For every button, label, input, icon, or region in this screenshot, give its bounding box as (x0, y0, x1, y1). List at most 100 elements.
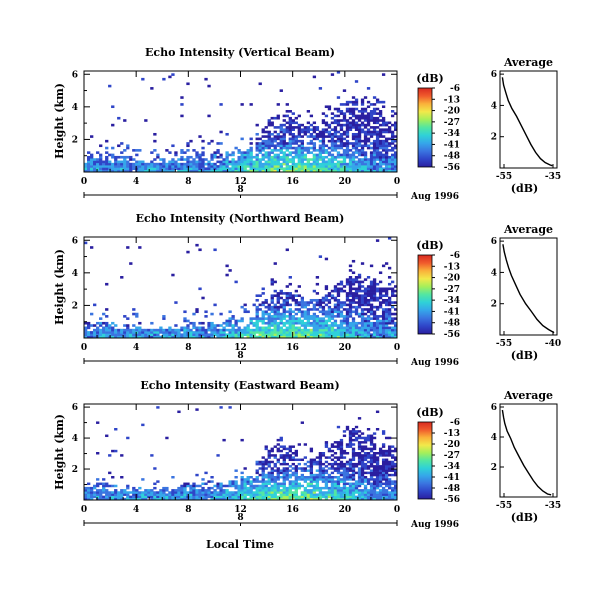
profile-y-tick-label: 4 (491, 433, 497, 443)
heatmap-cell (288, 445, 292, 448)
heatmap-cell (288, 449, 292, 453)
heatmap-cell (117, 333, 121, 337)
heatmap-cell (357, 142, 362, 145)
heatmap-cell (375, 98, 380, 102)
heatmap-cell (348, 158, 353, 161)
heatmap-cell (276, 137, 280, 141)
heatmap-cell (372, 110, 377, 113)
heatmap-cell (390, 489, 395, 492)
heatmap-cell (96, 495, 100, 499)
heatmap-cell (351, 319, 356, 323)
heatmap-cell (360, 153, 365, 157)
heatmap-cell (273, 294, 277, 297)
heatmap-cell (387, 282, 392, 286)
heatmap-cell (270, 169, 274, 173)
heatmap-cell (246, 489, 250, 492)
heatmap-cell (276, 298, 280, 302)
heatmap-cell (360, 491, 365, 494)
heatmap-cell (156, 153, 160, 157)
heatmap-cell (381, 73, 386, 76)
heatmap-cell (345, 155, 350, 159)
heatmap-cell (264, 333, 268, 337)
heatmap-cell (180, 167, 184, 171)
heatmap-cell (291, 294, 295, 297)
heatmap-cell (315, 456, 320, 459)
heatmap-cell (369, 287, 374, 291)
heatmap-cell (366, 285, 371, 288)
heatmap-cell (300, 153, 304, 157)
heatmap-cell (270, 123, 274, 127)
heatmap-cell (348, 328, 353, 332)
heatmap-cell (210, 493, 214, 496)
heatmap-cell (156, 495, 160, 499)
heatmap-cell (342, 452, 347, 455)
heatmap-cell (108, 471, 112, 475)
heatmap-cell (144, 119, 148, 122)
heatmap-cell (165, 169, 169, 173)
heatmap-cell (135, 489, 139, 492)
heatmap-cell (312, 289, 317, 293)
heatmap-cell (237, 169, 241, 173)
heatmap-cell (300, 130, 304, 134)
heatmap-cell (231, 480, 235, 483)
heatmap-cell (261, 319, 265, 323)
heatmap-cell (363, 493, 368, 496)
heatmap-cell (180, 96, 184, 99)
heatmap-cell (132, 324, 136, 327)
heatmap-cell (270, 278, 274, 281)
heatmap-cell (360, 165, 365, 168)
heatmap-cell (126, 165, 130, 168)
heatmap-cell (132, 486, 136, 490)
heatmap-cell (282, 158, 286, 161)
heatmap-cell (246, 497, 250, 501)
heatmap-cell (387, 303, 392, 307)
heatmap-cell (378, 158, 383, 161)
heatmap-cell (222, 493, 226, 496)
heatmap-cell (219, 484, 223, 488)
heatmap-cell (276, 153, 280, 157)
heatmap-cell (243, 165, 247, 168)
heatmap-cell (138, 326, 142, 330)
heatmap-cell (300, 478, 304, 481)
heatmap-cell (366, 146, 371, 150)
heatmap-cell (366, 495, 371, 499)
heatmap-cell (294, 321, 298, 325)
x-tick-label: 8 (185, 177, 191, 187)
heatmap-cell (330, 160, 335, 164)
heatmap-cell (354, 430, 359, 433)
heatmap-cell (342, 476, 347, 479)
heatmap-cell (375, 319, 380, 323)
heatmap-cell (168, 491, 172, 494)
heatmap-cell (375, 324, 380, 327)
heatmap-cell (276, 142, 280, 145)
heatmap-cell (363, 447, 368, 451)
heatmap-cell (324, 484, 329, 488)
heatmap-cell (315, 482, 320, 486)
heatmap-cell (345, 298, 350, 302)
heatmap-cell (195, 333, 199, 337)
heatmap-cell (318, 153, 323, 157)
heatmap-cell (363, 478, 368, 481)
heatmap-cell (276, 449, 280, 453)
heatmap-cell (345, 333, 350, 337)
heatmap-cell (177, 158, 181, 161)
heatmap-cell (351, 317, 356, 320)
heatmap-cell (225, 160, 229, 164)
heatmap-cell (186, 482, 190, 486)
heatmap-cell (339, 326, 344, 330)
heatmap-cell (384, 460, 389, 464)
heatmap-cell (372, 144, 377, 148)
heatmap-cell (123, 162, 127, 166)
colorbar-tick-label: -13 (444, 262, 460, 272)
heatmap-cell (84, 167, 88, 171)
heatmap-cell (168, 169, 172, 173)
heatmap-cell (387, 447, 392, 451)
heatmap-cell (195, 489, 199, 492)
heatmap-cell (351, 167, 356, 171)
heatmap-cell (108, 84, 112, 88)
heatmap-cell (297, 155, 301, 159)
heatmap-cell (108, 324, 112, 327)
heatmap-cell (294, 449, 298, 453)
heatmap-cell (180, 162, 184, 166)
heatmap-cell (393, 151, 398, 154)
